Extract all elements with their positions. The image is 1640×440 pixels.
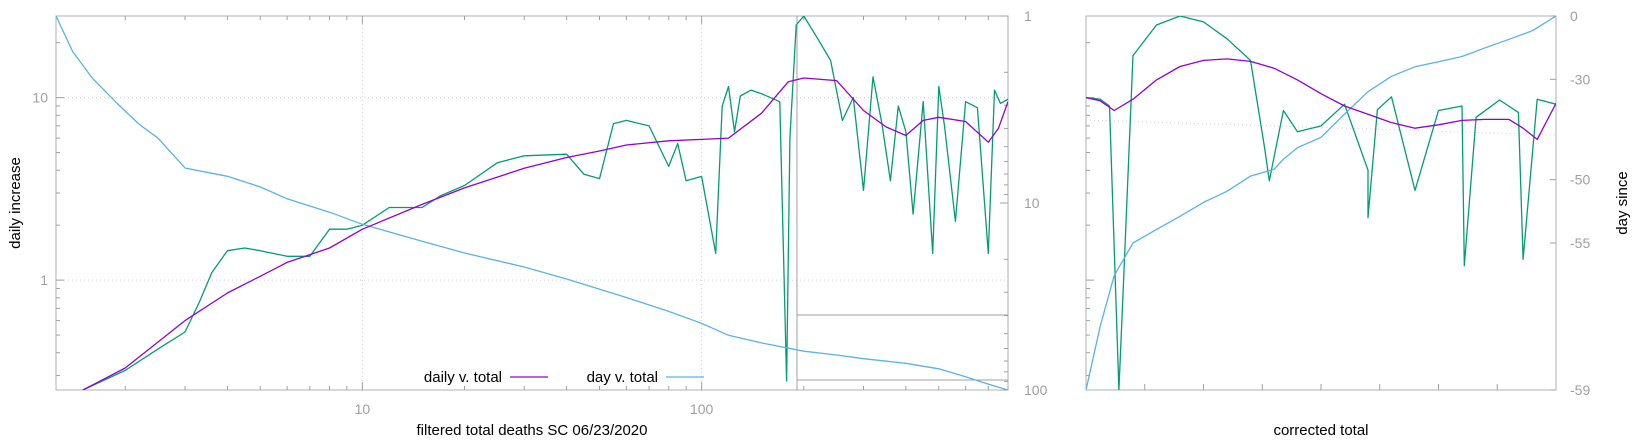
y-tick-label: 10 xyxy=(32,90,48,106)
right-series xyxy=(1086,16,1556,390)
raw-daily-line xyxy=(82,16,1008,390)
left-series xyxy=(56,16,1008,390)
right-dotted-reference-line xyxy=(1085,119,1557,136)
y2-tick-label: 10 xyxy=(1024,195,1040,211)
legend-entry-label: daily v. total xyxy=(424,369,502,386)
y2-tick-label: 100 xyxy=(1024,382,1048,398)
left-y-axis-label: daily increase xyxy=(7,157,24,249)
legend: daily v. total day v. total xyxy=(424,369,704,386)
right-x-axis-label: corrected total xyxy=(1273,422,1368,439)
right-day-since-line xyxy=(1086,16,1556,390)
y2-tick-label: 1 xyxy=(1024,8,1032,24)
left-ticks: 10 100 1 10 1 10 100 xyxy=(32,8,1047,417)
x-tick-label: 100 xyxy=(690,401,714,417)
y2-tick-label: -30 xyxy=(1570,71,1590,87)
y2-tick-label: -55 xyxy=(1570,235,1590,251)
left-zoom-box xyxy=(796,16,1008,390)
right-smoothed-line xyxy=(1086,58,1556,141)
daily-vs-total-line xyxy=(82,77,1008,390)
y2-tick-label: 0 xyxy=(1570,8,1578,24)
day-vs-total-line xyxy=(56,16,1008,390)
left-chart: 10 100 1 10 1 10 100 daily v. total day v. tota… xyxy=(7,8,1048,439)
right-chart: 0 -30 -50 -55 -59 corrected total day since xyxy=(1085,8,1631,439)
left-x-axis-label: filtered total deaths SC 06/23/2020 xyxy=(417,422,648,439)
right-ticks: 0 -30 -50 -55 -59 xyxy=(1086,8,1590,398)
left-grid xyxy=(56,16,1008,390)
y2-tick-label: -59 xyxy=(1570,382,1590,398)
right-plot-frame xyxy=(1085,15,1557,391)
left-plot-frame xyxy=(55,15,1009,391)
y2-tick-label: -50 xyxy=(1570,172,1590,188)
x-tick-label: 10 xyxy=(355,401,371,417)
legend-entry-label: day v. total xyxy=(587,369,658,386)
right-y2-axis-label: day since xyxy=(1614,171,1631,234)
right-raw-line xyxy=(1086,16,1556,390)
y-tick-label: 1 xyxy=(40,272,48,288)
